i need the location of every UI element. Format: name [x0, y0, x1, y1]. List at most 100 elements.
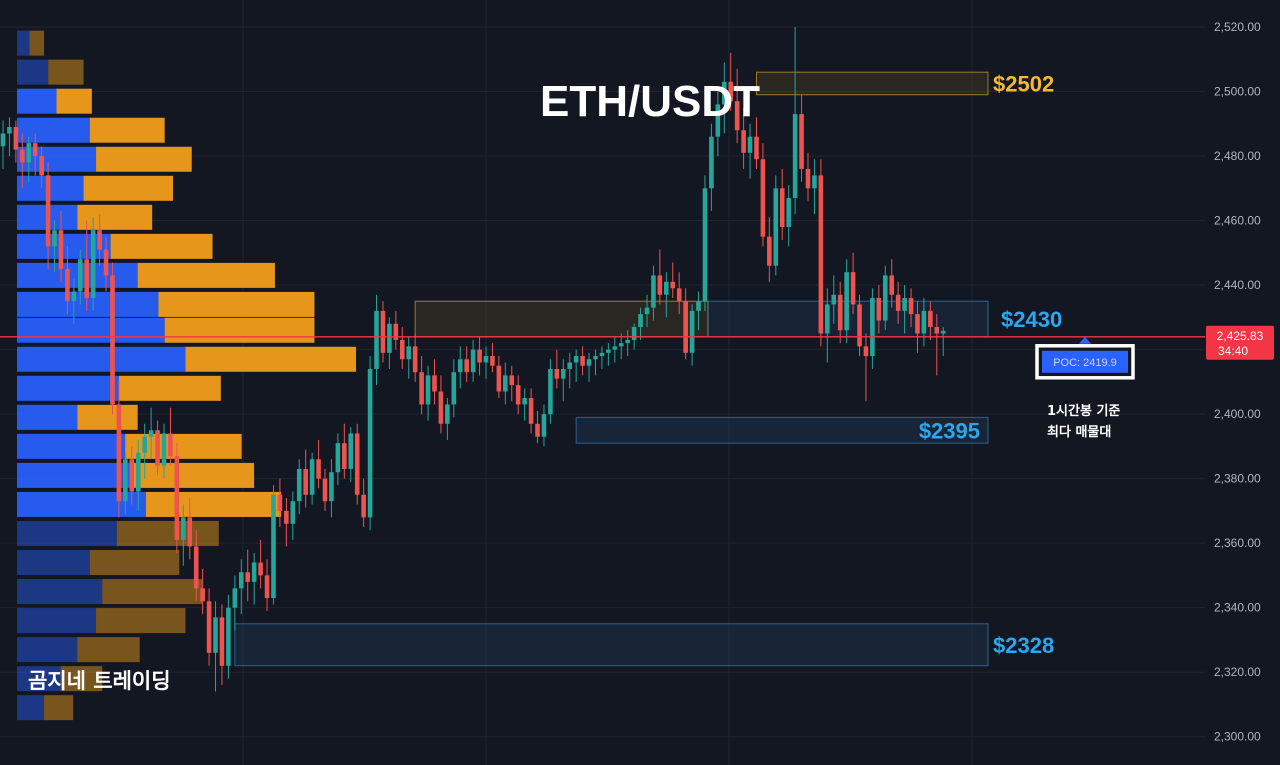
candle-body — [612, 346, 618, 350]
candle-body — [65, 268, 70, 302]
candle-body — [123, 459, 128, 502]
candle-body — [116, 404, 122, 502]
candle-body — [32, 143, 38, 157]
candle-body — [232, 588, 238, 608]
candle-body — [0, 133, 6, 147]
candle-body — [541, 414, 547, 437]
candle-body — [161, 433, 167, 466]
profile-sell-bar — [131, 462, 255, 488]
profile-sell-bar — [102, 579, 203, 605]
candle-body — [200, 588, 205, 602]
candle-body — [284, 510, 289, 524]
candle-body — [799, 114, 804, 169]
candle-body — [747, 136, 753, 153]
candle-body — [168, 433, 173, 457]
candle-body — [470, 349, 476, 373]
candle-body — [889, 275, 895, 295]
candle-body — [767, 236, 772, 266]
y-tick-label: 2,340.00 — [1214, 601, 1261, 615]
candle-body — [374, 310, 379, 369]
candle-body — [419, 372, 424, 405]
candle-body — [361, 494, 366, 518]
profile-buy-bar — [17, 233, 111, 259]
candle-body — [354, 433, 360, 495]
candle-body — [432, 375, 437, 392]
candle-body — [52, 230, 57, 247]
candle-body — [342, 443, 347, 469]
candle-body — [709, 136, 714, 189]
y-tick-label: 2,520.00 — [1214, 20, 1261, 34]
candle-body — [451, 372, 457, 405]
candle-body — [264, 575, 270, 599]
y-tick-label: 2,480.00 — [1214, 149, 1261, 163]
candle-body — [503, 375, 508, 392]
candle-body — [387, 323, 392, 353]
candle-body — [676, 288, 682, 302]
profile-buy-bar — [17, 262, 138, 288]
candle-body — [902, 297, 907, 311]
candle-body — [721, 81, 727, 105]
volume-profile — [17, 30, 357, 721]
profile-sell-bar — [185, 346, 357, 372]
candle-body — [13, 127, 19, 150]
candle-body — [593, 356, 598, 360]
candle-body — [921, 310, 927, 334]
candle-body — [696, 301, 701, 311]
candle-body — [535, 423, 540, 437]
candle-body — [786, 197, 791, 228]
profile-buy-bar — [17, 550, 90, 576]
candle-body — [844, 272, 849, 331]
candle-body — [110, 275, 115, 405]
profile-sell-bar — [77, 404, 138, 430]
profile-buy-bar — [17, 59, 49, 85]
candle-body — [238, 572, 244, 589]
profile-buy-bar — [17, 88, 57, 114]
candle-body — [606, 349, 611, 353]
zone-label: $2430 — [1001, 307, 1062, 332]
candle-body — [831, 294, 837, 305]
profile-sell-bar — [77, 204, 153, 230]
candle-body — [915, 314, 920, 334]
candle-body — [181, 517, 186, 540]
candle-body — [296, 468, 302, 502]
bar-countdown: 34:40 — [1218, 344, 1248, 358]
candle-body — [77, 259, 83, 292]
candle-body — [580, 356, 585, 366]
candle-body — [618, 343, 624, 347]
candle-body — [97, 230, 102, 250]
y-tick-label: 2,440.00 — [1214, 278, 1261, 292]
candle-body — [445, 404, 450, 424]
candle-body — [490, 356, 495, 366]
profile-sell-bar — [83, 175, 173, 201]
candle-body — [412, 346, 418, 373]
candle-body — [779, 188, 785, 228]
candle-body — [277, 494, 283, 511]
candle-body — [560, 368, 566, 379]
candle-body — [26, 143, 32, 163]
poc-note-line2: 최다 매물대 — [1047, 424, 1111, 440]
candle-body — [528, 397, 534, 424]
candle-body — [657, 275, 663, 295]
candle-body — [329, 472, 334, 502]
candle-body — [135, 452, 141, 492]
y-tick-label: 2,500.00 — [1214, 85, 1261, 99]
y-tick-label: 2,400.00 — [1214, 407, 1261, 421]
candle-body — [934, 327, 940, 334]
profile-buy-bar — [17, 579, 103, 605]
candle-body — [940, 330, 946, 334]
profile-sell-bar — [44, 695, 74, 721]
candle-body — [290, 501, 296, 524]
candle-body — [792, 114, 798, 198]
candle-body — [406, 346, 412, 360]
candle-body — [367, 368, 373, 518]
zone-label: $2395 — [919, 418, 980, 443]
candle-body — [148, 430, 154, 437]
profile-buy-bar — [17, 666, 61, 692]
candle-body — [129, 459, 135, 492]
profile-buy-bar — [17, 117, 90, 143]
candle-body — [573, 356, 579, 363]
last-price-tag-bg — [1206, 325, 1274, 360]
candle-body — [226, 607, 231, 666]
candle-body — [857, 304, 862, 347]
